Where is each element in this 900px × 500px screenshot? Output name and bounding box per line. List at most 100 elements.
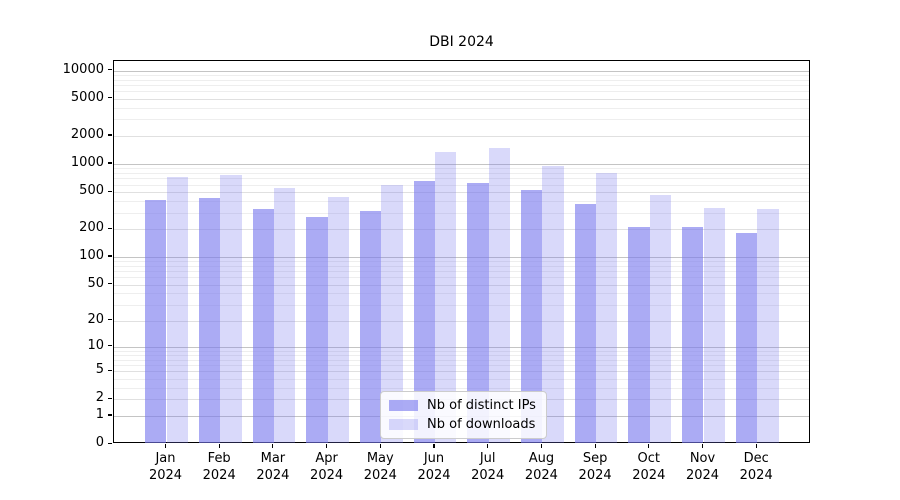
x-tick [594,444,596,448]
bar-downloads-oct [649,194,672,443]
bar-downloads-mar [273,188,296,443]
y-tick [108,134,112,136]
gridline [114,135,809,137]
x-tick-label: Sep 2024 [578,451,612,483]
legend-swatch-distinct-ips [389,400,418,411]
bar-downloads-jun [435,151,457,443]
y-tick [108,442,112,444]
x-tick [540,444,542,448]
y-tick-label: 0 [95,435,104,450]
gridline [114,229,809,231]
plot-area [113,60,810,443]
gridline [114,265,809,267]
gridline-major [114,256,809,258]
gridline-major [114,346,809,348]
gridline [114,91,809,93]
bar-downloads-sep [596,173,618,443]
y-tick-label: 200 [79,220,104,236]
bar-distinct-ips-may [359,210,382,443]
x-tick [379,444,381,448]
x-tick-label: May 2024 [363,451,397,483]
y-tick-label: 1 [95,406,104,422]
bar-distinct-ips-feb [198,198,221,443]
x-tick [326,444,328,448]
y-tick [108,283,112,285]
y-tick-label: 100 [79,247,104,263]
legend-swatch-downloads [389,419,418,430]
y-tick [108,414,112,416]
gridline [114,119,809,121]
gridline [114,354,809,356]
bar-distinct-ips-aug [521,190,543,443]
chart-title: DBI 2024 [429,34,494,50]
bar-downloads-jul [488,147,511,443]
y-tick [108,69,112,71]
legend-item-downloads: Nb of downloads [389,417,536,432]
y-tick-label: 5000 [70,89,104,105]
gridline [114,371,809,373]
gridline [114,350,809,352]
x-tick [272,444,274,448]
y-tick-label: 2000 [70,126,104,142]
y-tick [108,369,112,372]
gridline [114,378,809,380]
bar-distinct-ips-jul [467,182,489,443]
gridline [114,359,809,361]
gridline [114,98,809,100]
x-tick-label: Jun 2024 [417,451,451,483]
bar-distinct-ips-dec [735,233,758,443]
bar-downloads-nov [703,207,725,443]
gridline [114,365,809,367]
gridline [114,387,809,389]
gridline [114,293,809,295]
y-tick-label: 5 [95,362,104,378]
bar-downloads-jan [166,177,188,443]
y-tick-label: 20 [87,311,104,327]
bar-downloads-feb [220,174,242,443]
x-tick [164,444,167,448]
legend-label-downloads: Nb of downloads [427,417,536,432]
y-tick [108,319,112,321]
gridline [114,178,809,180]
bar-downloads-aug [542,166,564,443]
x-tick-label: Oct 2024 [632,451,666,483]
x-tick-label: Apr 2024 [310,451,344,483]
gridline [114,304,809,306]
x-tick-label: Feb 2024 [202,451,236,483]
gridline [114,184,809,186]
gridline [114,271,809,273]
gridline-major [114,163,809,165]
x-tick-label: Mar 2024 [256,451,290,483]
bar-downloads-dec [757,209,779,443]
bar-distinct-ips-nov [682,227,704,443]
gridline [114,320,809,322]
x-tick [755,444,757,448]
y-tick [108,97,112,99]
y-tick [108,397,112,400]
x-tick [433,444,435,448]
gridline [114,277,809,279]
x-tick-label: Dec 2024 [739,451,773,483]
x-tick-label: Jan 2024 [148,451,183,483]
x-tick-label: Nov 2024 [685,451,720,483]
x-tick [487,444,489,448]
bar-distinct-ips-jan [145,200,167,443]
bar-distinct-ips-oct [628,226,650,443]
y-tick [108,162,112,164]
gridline [114,85,809,87]
y-tick-label: 50 [87,275,104,291]
x-tick-label: Aug 2024 [524,451,558,483]
gridline [114,168,809,170]
gridline [114,192,809,194]
y-tick-label: 2 [95,390,104,406]
bar-distinct-ips-sep [574,204,597,443]
y-tick-label: 500 [79,183,104,199]
legend-item-distinct-ips: Nb of distinct IPs [389,398,536,413]
y-tick-label: 10000 [62,61,104,77]
gridline [114,74,809,76]
x-tick [648,444,650,448]
y-tick [108,190,112,192]
gridline [114,79,809,81]
bar-downloads-apr [327,196,349,443]
